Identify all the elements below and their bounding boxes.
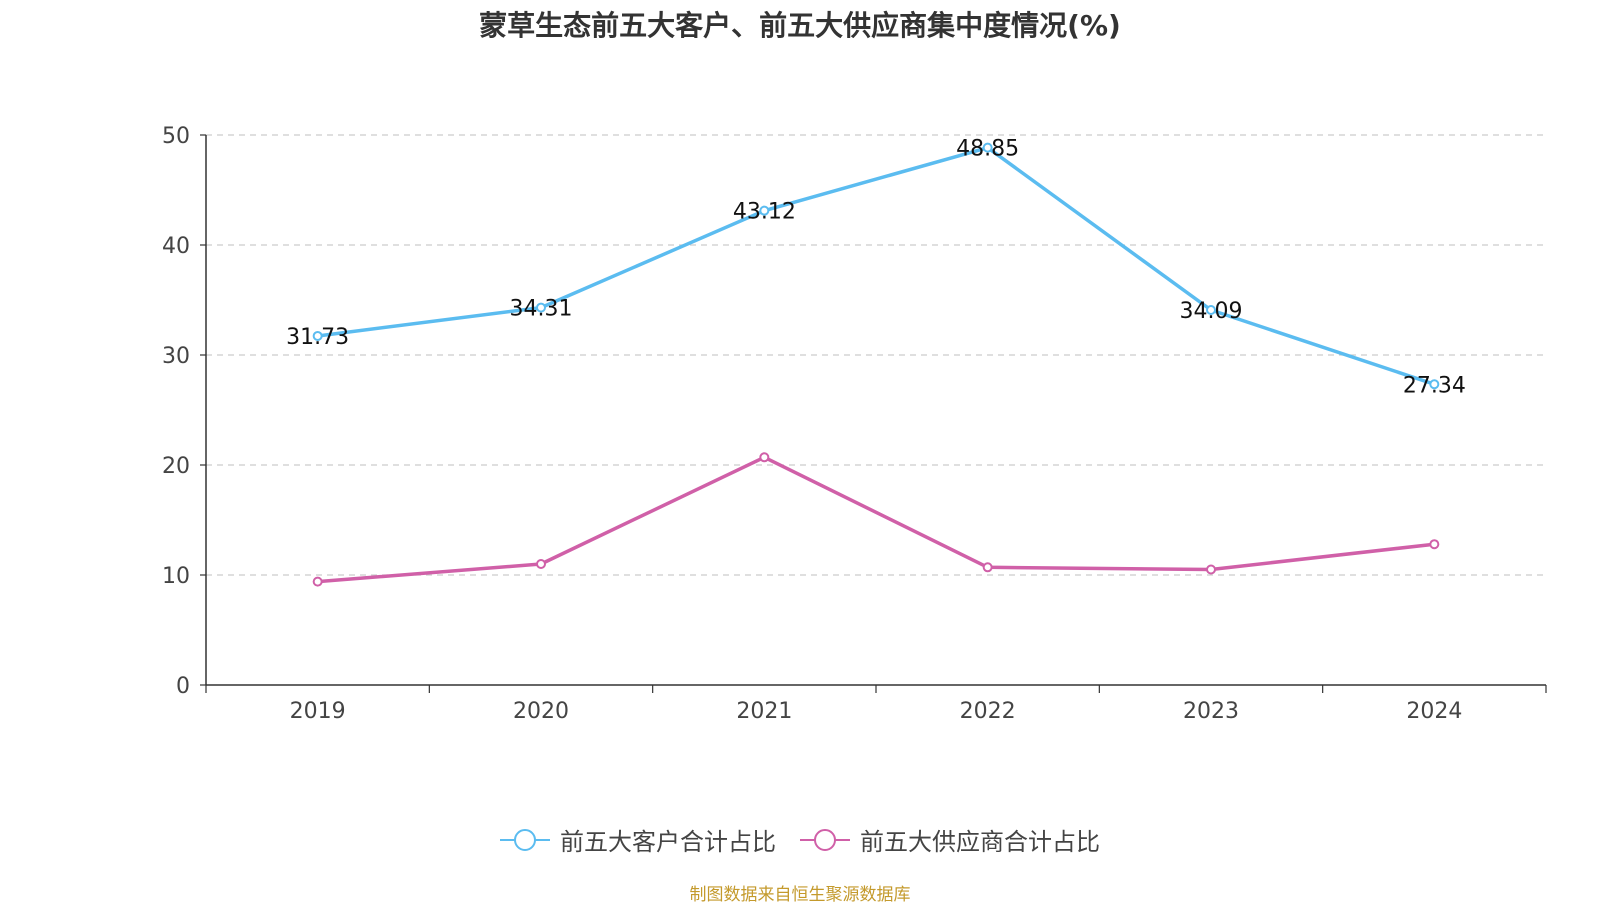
legend: 前五大客户合计占比 前五大供应商合计占比 (0, 822, 1600, 857)
data-point-1-2022 (982, 562, 993, 573)
x-tick-label-2020: 2020 (513, 699, 569, 724)
x-tick-label-2024: 2024 (1406, 699, 1462, 724)
data-point-1-2019 (312, 576, 323, 587)
data-label-0-2019: 31.73 (286, 325, 349, 350)
legend-item-customers[interactable]: 前五大客户合计占比 (500, 822, 776, 857)
data-label-0-2021: 43.12 (733, 200, 796, 225)
source-note: 制图数据来自恒生聚源数据库 (689, 885, 911, 905)
x-tick-label-2022: 2022 (960, 699, 1016, 724)
data-point-1-2023 (1206, 564, 1216, 575)
y-tick-label-10: 10 (162, 564, 190, 589)
y-tick-label-20: 20 (162, 454, 190, 479)
x-tick-label-2019: 2019 (290, 699, 346, 724)
legend-label-customers: 前五大客户合计占比 (560, 828, 776, 856)
data-point-1-2024 (1429, 539, 1440, 550)
data-label-0-2023: 34.09 (1180, 299, 1243, 324)
data-point-0-2024 (1429, 379, 1440, 390)
chart-title: 蒙草生态前五大客户、前五大供应商集中度情况(%) (479, 9, 1121, 42)
series-line-0 (317, 145, 1435, 386)
y-tick-label-0: 0 (176, 674, 190, 699)
x-tick-label-2021: 2021 (736, 699, 792, 724)
legend-item-suppliers[interactable]: 前五大供应商合计占比 (800, 822, 1100, 857)
series-line-1 (317, 455, 1435, 584)
y-tick-label-30: 30 (162, 344, 190, 369)
data-point-0-2020 (536, 302, 546, 313)
y-tick-label-50: 50 (162, 124, 190, 149)
legend-marker-customers-icon (500, 828, 550, 851)
legend-label-suppliers: 前五大供应商合计占比 (860, 828, 1100, 856)
data-point-0-2021 (759, 205, 770, 216)
data-point-1-2020 (536, 559, 546, 569)
x-tick-label-2023: 2023 (1183, 699, 1239, 724)
data-point-0-2022 (982, 142, 993, 153)
legend-marker-suppliers-icon (800, 828, 850, 851)
data-point-0-2023 (1206, 305, 1216, 316)
data-label-0-2024: 27.34 (1403, 373, 1466, 398)
data-label-0-2022: 48.85 (956, 137, 1019, 162)
data-point-1-2021 (759, 452, 770, 463)
data-point-0-2019 (312, 330, 323, 341)
y-tick-label-40: 40 (162, 234, 190, 259)
data-label-0-2020: 34.31 (510, 297, 573, 322)
